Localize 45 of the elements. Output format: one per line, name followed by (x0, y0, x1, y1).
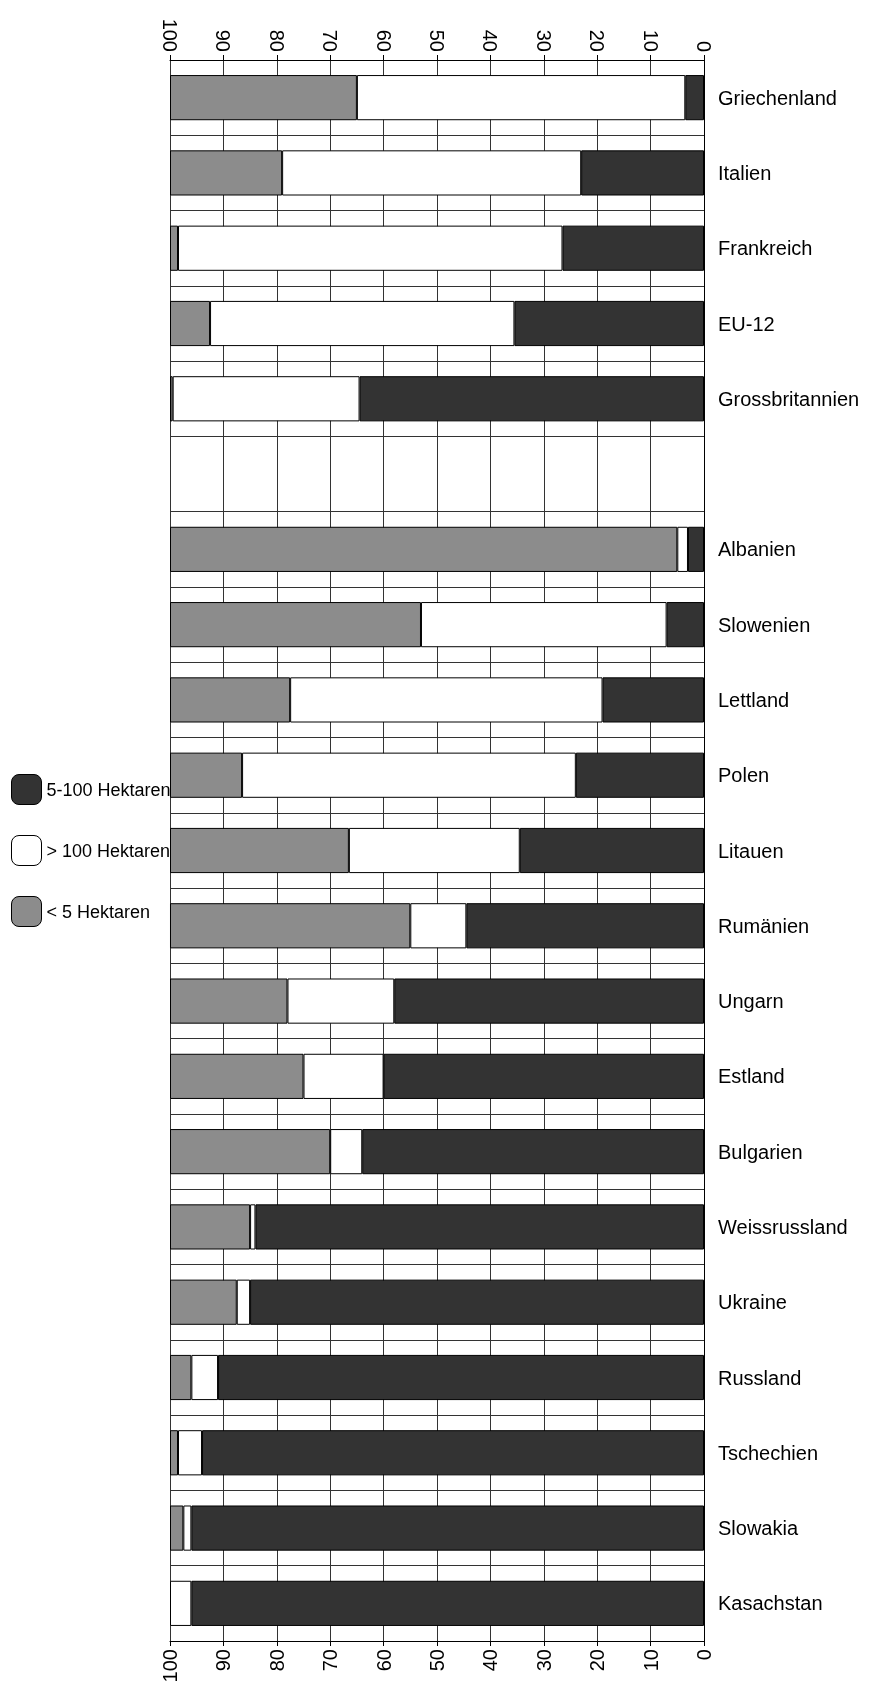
x-tick-label: 100 (159, 1649, 181, 1683)
legend-label: > 100 Hektaren (46, 840, 171, 861)
y-tick-label: Frankreich (718, 237, 813, 260)
y-tick-label: Lettland (718, 688, 790, 711)
y-tick-label: Russland (718, 1366, 802, 1389)
y-tick-label: Litauen (718, 839, 784, 862)
x2-tick-label: 40 (479, 29, 502, 52)
y-tick-label: Polen (718, 764, 770, 787)
x2-tick-label: 90 (212, 29, 235, 52)
x-tick-label: 0 (693, 1649, 715, 1661)
x-tick-label: 60 (372, 1649, 395, 1672)
y-tick-label: Griechenland (718, 86, 837, 109)
y-tick-label: Ukraine (718, 1291, 787, 1314)
x-tick-label: 70 (319, 1649, 342, 1672)
legend-label: 5-100 Hektaren (46, 779, 171, 800)
y-tick-label: Grossbritannien (718, 387, 860, 410)
y-tick-label: Estland (718, 1065, 785, 1088)
y-tick-label: Italien (718, 161, 772, 184)
x-tick-label: 90 (212, 1649, 235, 1672)
y-tick-label: Bulgarien (718, 1140, 803, 1163)
x-tick-label: 50 (426, 1649, 448, 1672)
x2-tick-label: 30 (532, 29, 555, 52)
y-tick-label: Albanien (718, 538, 796, 561)
x2-tick-label: 50 (426, 29, 448, 52)
x2-tick-label: 0 (693, 40, 715, 52)
x2-tick-label: 80 (265, 29, 288, 52)
y-tick-label: Kasachstan (718, 1592, 823, 1615)
y-tick-label: EU-12 (718, 312, 775, 335)
x-tick-label: 10 (639, 1649, 662, 1672)
x-tick-label: 80 (265, 1649, 288, 1672)
y-tick-label: Ungarn (718, 990, 784, 1013)
x-tick-label: 40 (479, 1649, 502, 1672)
x2-tick-label: 100 (159, 18, 181, 52)
y-tick-label: Slowakia (718, 1517, 799, 1540)
x-tick-label: 20 (586, 1649, 609, 1672)
x2-tick-label: 10 (639, 29, 662, 52)
y-tick-label: Tschechien (718, 1441, 819, 1464)
y-tick-label: Weissrussland (718, 1215, 848, 1238)
y-tick-label: Rumänien (718, 914, 810, 937)
x2-tick-label: 20 (586, 29, 609, 52)
x2-tick-label: 70 (319, 29, 342, 52)
x-tick-label: 30 (532, 1649, 555, 1672)
x2-tick-label: 60 (372, 29, 395, 52)
y-tick-label: Slowenien (718, 613, 811, 636)
legend-label: < 5 Hektaren (46, 901, 151, 922)
